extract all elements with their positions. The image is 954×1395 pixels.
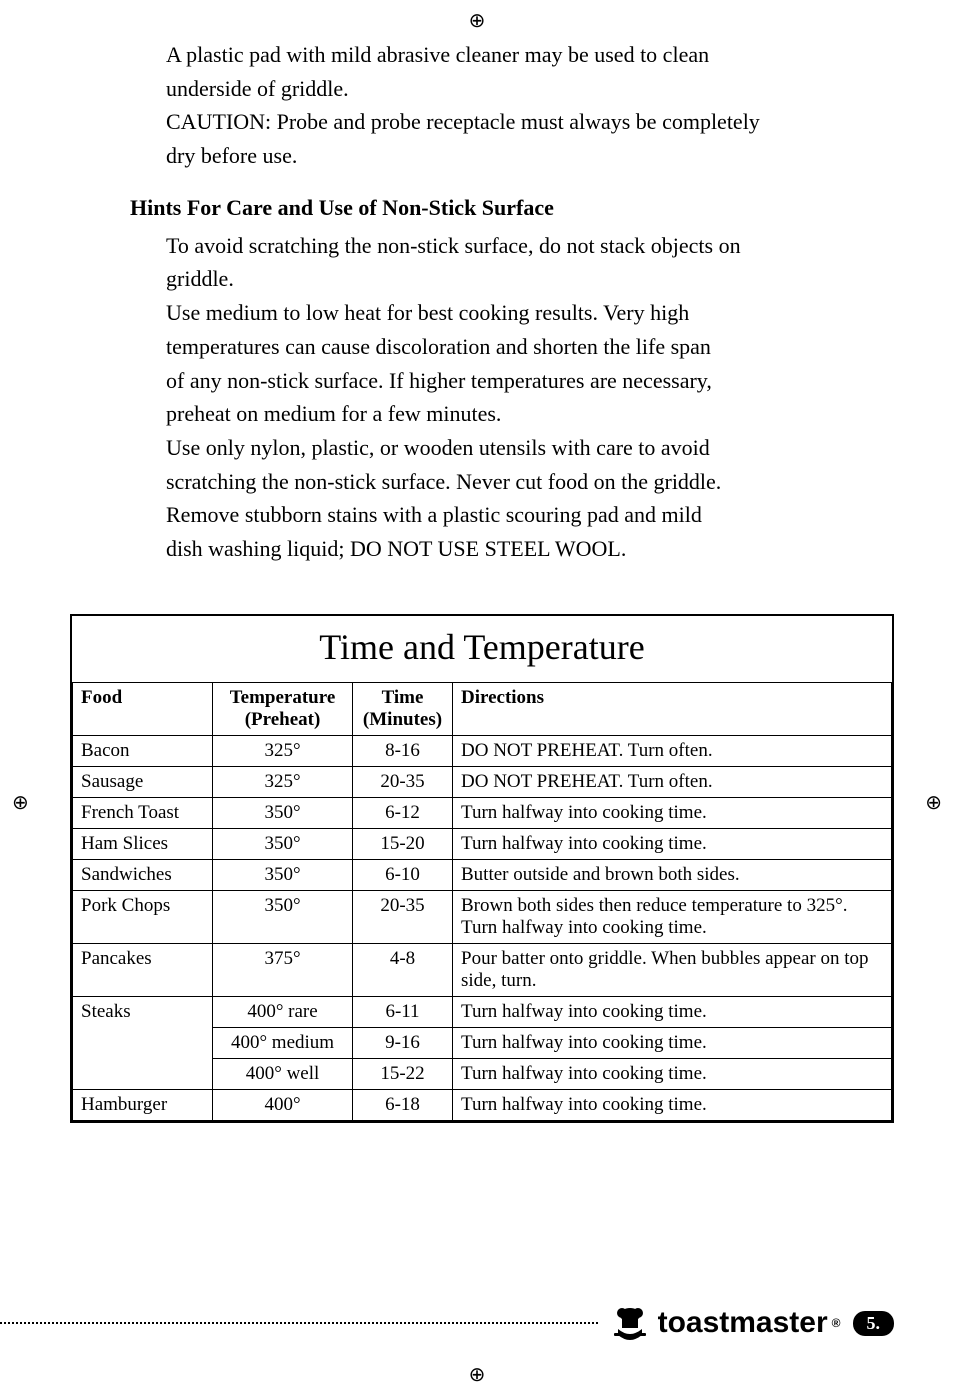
cell-food: Bacon bbox=[73, 735, 213, 766]
cell-dir: Pour batter onto griddle. When bubbles a… bbox=[453, 943, 892, 996]
cell-dir: Brown both sides then reduce temperature… bbox=[453, 890, 892, 943]
header-temp2: (Preheat) bbox=[245, 709, 321, 730]
col-food-header: Food bbox=[73, 682, 213, 735]
cell-dir: DO NOT PREHEAT. Turn often. bbox=[453, 766, 892, 797]
header-dir: Directions bbox=[461, 687, 544, 708]
cell-temp: 375° bbox=[213, 943, 353, 996]
intro-p2-l2: dry before use. bbox=[166, 141, 894, 171]
hints-p4-l1: Remove stubborn stains with a plastic sc… bbox=[166, 500, 894, 530]
cell-time: 6-10 bbox=[353, 859, 453, 890]
header-time2: (Minutes) bbox=[363, 709, 442, 730]
header-food: Food bbox=[81, 687, 122, 708]
cell-time: 4-8 bbox=[353, 943, 453, 996]
hints-p2-l3: of any non-stick surface. If higher temp… bbox=[166, 366, 894, 396]
table-row: Bacon 325° 8-16 DO NOT PREHEAT. Turn oft… bbox=[73, 735, 892, 766]
page-footer: toastmaster ® 5. bbox=[0, 1301, 894, 1345]
col-dir-header: Directions bbox=[453, 682, 892, 735]
hints-p3-l2: scratching the non-stick surface. Never … bbox=[166, 467, 894, 497]
table-row: Sandwiches 350° 6-10 Butter outside and … bbox=[73, 859, 892, 890]
cell-time: 6-12 bbox=[353, 797, 453, 828]
cell-dir: Turn halfway into cooking time. bbox=[453, 828, 892, 859]
cell-dir: Turn halfway into cooking time. bbox=[453, 1058, 892, 1089]
header-temp1: Temperature bbox=[230, 687, 336, 708]
cooking-table: Food Temperature (Preheat) Time (Minutes… bbox=[72, 682, 892, 1121]
cell-temp: 325° bbox=[213, 766, 353, 797]
cell-dir: Butter outside and brown both sides. bbox=[453, 859, 892, 890]
cell-food: Sandwiches bbox=[73, 859, 213, 890]
hints-heading: Hints For Care and Use of Non-Stick Surf… bbox=[130, 195, 894, 221]
table-row: Pancakes 375° 4-8 Pour batter onto gridd… bbox=[73, 943, 892, 996]
registered-mark: ® bbox=[832, 1316, 841, 1330]
crop-mark-top: ⊕ bbox=[469, 8, 486, 33]
cell-food: Ham Slices bbox=[73, 828, 213, 859]
table-title: Time and Temperature bbox=[72, 616, 892, 682]
page-number: 5. bbox=[853, 1311, 895, 1336]
table-header-row: Food Temperature (Preheat) Time (Minutes… bbox=[73, 682, 892, 735]
cell-dir: DO NOT PREHEAT. Turn often. bbox=[453, 735, 892, 766]
cell-food: Steaks bbox=[73, 996, 213, 1089]
cell-temp: 400° rare bbox=[213, 996, 353, 1027]
cell-time: 20-35 bbox=[353, 890, 453, 943]
crop-mark-left: ⊕ bbox=[12, 790, 29, 815]
cell-time: 6-18 bbox=[353, 1089, 453, 1120]
hints-p1-l1: To avoid scratching the non-stick surfac… bbox=[166, 231, 894, 261]
cell-temp: 350° bbox=[213, 890, 353, 943]
time-temperature-table: Time and Temperature Food Temperature (P… bbox=[70, 614, 894, 1123]
cell-time: 9-16 bbox=[353, 1027, 453, 1058]
cell-time: 15-22 bbox=[353, 1058, 453, 1089]
header-time1: Time bbox=[382, 687, 424, 708]
cell-food: Hamburger bbox=[73, 1089, 213, 1120]
table-row: French Toast 350° 6-12 Turn halfway into… bbox=[73, 797, 892, 828]
hints-p1-l2: griddle. bbox=[166, 264, 894, 294]
table-row: Pork Chops 350° 20-35 Brown both sides t… bbox=[73, 890, 892, 943]
cell-time: 20-35 bbox=[353, 766, 453, 797]
cell-food: Sausage bbox=[73, 766, 213, 797]
crop-mark-bottom: ⊕ bbox=[469, 1362, 486, 1387]
footer-dotline bbox=[0, 1322, 598, 1324]
hints-p4-l2: dish washing liquid; DO NOT USE STEEL WO… bbox=[166, 534, 894, 564]
cell-time: 6-11 bbox=[353, 996, 453, 1027]
brand-text: toastmaster bbox=[658, 1306, 828, 1340]
chef-icon bbox=[608, 1301, 652, 1345]
intro-p1-l2: underside of griddle. bbox=[166, 74, 894, 104]
intro-p2-l1: CAUTION: Probe and probe receptacle must… bbox=[166, 107, 894, 137]
table-row: Hamburger 400° 6-18 Turn halfway into co… bbox=[73, 1089, 892, 1120]
cell-temp: 350° bbox=[213, 859, 353, 890]
cell-food: Pancakes bbox=[73, 943, 213, 996]
hints-p2-l2: temperatures can cause discoloration and… bbox=[166, 332, 894, 362]
hints-p3-l1: Use only nylon, plastic, or wooden utens… bbox=[166, 433, 894, 463]
hints-p2-l1: Use medium to low heat for best cooking … bbox=[166, 298, 894, 328]
cell-dir: Turn halfway into cooking time. bbox=[453, 1027, 892, 1058]
table-row: Ham Slices 350° 15-20 Turn halfway into … bbox=[73, 828, 892, 859]
col-temp-header: Temperature (Preheat) bbox=[213, 682, 353, 735]
cell-time: 15-20 bbox=[353, 828, 453, 859]
crop-mark-right: ⊕ bbox=[925, 790, 942, 815]
cell-dir: Turn halfway into cooking time. bbox=[453, 1089, 892, 1120]
cell-dir: Turn halfway into cooking time. bbox=[453, 996, 892, 1027]
table-row: Sausage 325° 20-35 DO NOT PREHEAT. Turn … bbox=[73, 766, 892, 797]
cell-temp: 325° bbox=[213, 735, 353, 766]
hints-p2-l4: preheat on medium for a few minutes. bbox=[166, 399, 894, 429]
cell-temp: 400° bbox=[213, 1089, 353, 1120]
cell-food: Pork Chops bbox=[73, 890, 213, 943]
col-time-header: Time (Minutes) bbox=[353, 682, 453, 735]
cell-temp: 400° medium bbox=[213, 1027, 353, 1058]
brand-logo: toastmaster ® bbox=[608, 1301, 841, 1345]
table-row: Steaks 400° rare 6-11 Turn halfway into … bbox=[73, 996, 892, 1027]
cell-dir: Turn halfway into cooking time. bbox=[453, 797, 892, 828]
cell-temp: 350° bbox=[213, 828, 353, 859]
cell-temp: 400° well bbox=[213, 1058, 353, 1089]
intro-p1-l1: A plastic pad with mild abrasive cleaner… bbox=[166, 40, 894, 70]
cell-time: 8-16 bbox=[353, 735, 453, 766]
cell-temp: 350° bbox=[213, 797, 353, 828]
cell-food: French Toast bbox=[73, 797, 213, 828]
